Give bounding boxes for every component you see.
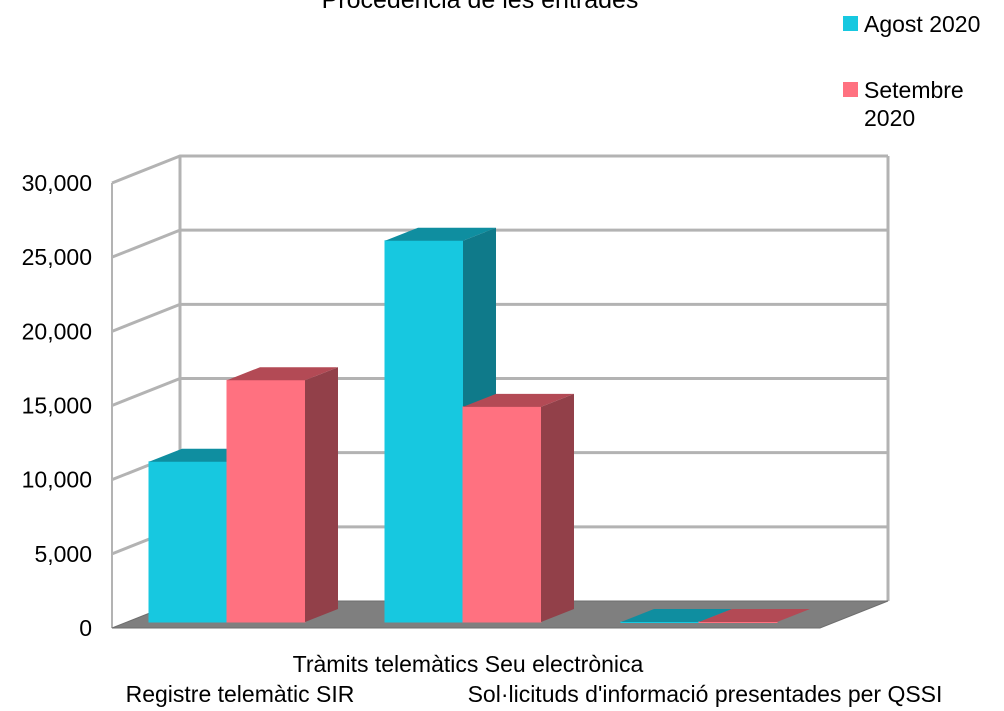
- y-tick-label: 15,000: [22, 393, 92, 419]
- y-tick-label: 5,000: [34, 541, 92, 567]
- bar-top: [699, 609, 810, 622]
- legend-swatch: [843, 82, 858, 97]
- legend-label: Setembre 2020: [864, 77, 964, 131]
- gridline: [111, 302, 888, 333]
- y-tick-label: 0: [79, 615, 92, 641]
- legend-swatch: [843, 16, 858, 31]
- x-tick-label: Registre telemàtic SIR: [126, 681, 355, 707]
- bar-top: [385, 227, 496, 241]
- bar-front: [462, 406, 542, 623]
- bar-side: [305, 367, 338, 622]
- legend: Agost 2020 Setembre 2020: [843, 11, 980, 131]
- gridline: [111, 154, 888, 185]
- grid: [111, 154, 890, 628]
- bar: [226, 367, 338, 623]
- bar-front: [384, 240, 464, 623]
- y-tick-label: 25,000: [22, 244, 92, 270]
- bar: [462, 393, 574, 623]
- bar-top: [463, 393, 574, 407]
- y-tick-label: 20,000: [22, 318, 92, 344]
- bar-side: [541, 393, 574, 622]
- bar-front: [226, 379, 306, 623]
- x-tick-label: Tràmits telemàtics Seu electrònica: [293, 651, 644, 677]
- category-labels: Registre telemàtic SIR Tràmits telemàtics…: [126, 651, 943, 707]
- gridline: [111, 228, 888, 259]
- legend-label: Agost 2020: [864, 11, 980, 37]
- x-tick-label: Sol·licituds d'informació presentades pe…: [468, 681, 943, 707]
- bar-top: [621, 609, 732, 622]
- bar-top: [227, 367, 338, 381]
- bars: [148, 227, 810, 623]
- bar-front: [148, 461, 228, 623]
- bar-front: [620, 621, 700, 623]
- y-tick-label: 10,000: [22, 467, 92, 493]
- bar-front: [698, 621, 778, 623]
- chart-title: Procedència de les entrades: [322, 0, 639, 14]
- y-tick-label: 30,000: [22, 170, 92, 196]
- y-axis-ticks: 0 5,000 10,000 15,000 20,000 25,000 30,000: [22, 170, 92, 641]
- bar: [698, 609, 810, 623]
